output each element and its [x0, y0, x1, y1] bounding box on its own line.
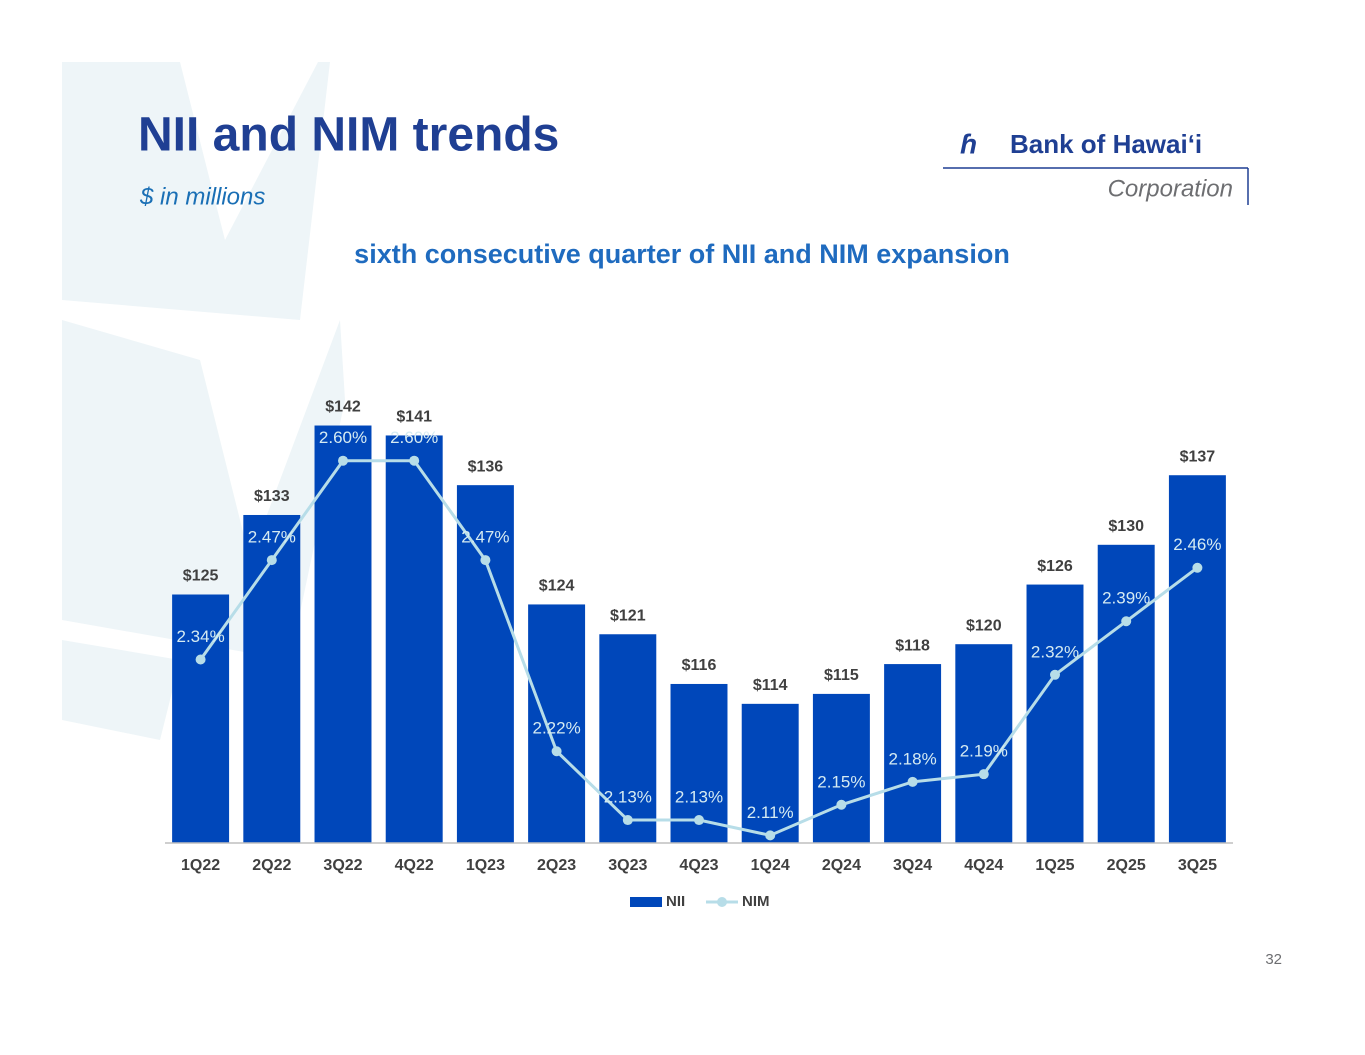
x-tick-label: 1Q25	[1035, 857, 1074, 874]
bar-value-label: $115	[824, 667, 859, 684]
x-tick-label: 3Q25	[1178, 857, 1217, 874]
nim-point	[765, 830, 776, 841]
x-tick-label: 1Q23	[466, 857, 505, 874]
line-value-label: 2.13%	[675, 788, 723, 807]
x-tick-label: 2Q23	[537, 857, 576, 874]
bar-value-label: $137	[1180, 448, 1216, 465]
logo-mark: ɦ	[960, 128, 977, 159]
line-value-label: 2.47%	[461, 528, 509, 547]
bar	[385, 435, 443, 843]
line-value-label: 2.19%	[960, 742, 1008, 761]
subtitle: $ in millions	[139, 183, 265, 210]
bar-value-label: $121	[610, 607, 646, 624]
x-tick-label: 3Q23	[608, 857, 647, 874]
bar	[172, 594, 230, 843]
line-value-label: 2.22%	[532, 719, 580, 738]
nim-point	[836, 799, 847, 810]
x-tick-label: 2Q22	[252, 857, 291, 874]
nim-point	[551, 746, 562, 757]
bar	[812, 693, 870, 843]
nim-point	[1192, 562, 1203, 573]
nim-point	[694, 815, 704, 826]
x-tick-label: 4Q22	[395, 857, 434, 874]
legend-swatch	[717, 897, 727, 907]
page-number: 32	[1265, 951, 1282, 968]
nim-point	[338, 455, 348, 466]
bar	[314, 425, 372, 843]
bar-value-label: $116	[682, 657, 717, 674]
bar-value-label: $130	[1108, 518, 1144, 535]
decor-shape	[62, 62, 330, 320]
x-tick-label: 4Q23	[679, 857, 718, 874]
nim-point	[266, 555, 277, 566]
legend-swatch	[630, 897, 662, 907]
line-value-label: 2.32%	[1031, 642, 1079, 661]
nim-point	[622, 815, 633, 826]
legend-label: NII	[666, 893, 685, 910]
bar	[741, 703, 799, 843]
nim-point	[978, 769, 989, 780]
line-value-label: 2.18%	[888, 749, 936, 768]
line-value-label: 2.39%	[1102, 589, 1150, 608]
x-tick-label: 2Q25	[1107, 857, 1146, 874]
bar-value-label: $125	[183, 568, 219, 585]
bar-value-label: $126	[1037, 558, 1073, 575]
line-value-label: 2.11%	[747, 803, 794, 822]
line-value-label: 2.47%	[248, 528, 296, 547]
x-tick-label: 4Q24	[964, 857, 1003, 874]
bar	[1168, 475, 1226, 843]
line-value-label: 2.46%	[1173, 535, 1221, 554]
line-value-label: 2.15%	[817, 772, 865, 791]
bar-value-label: $124	[539, 578, 575, 595]
x-tick-label: 1Q22	[181, 857, 220, 874]
nim-point	[907, 776, 918, 787]
line-value-label: 2.60%	[390, 428, 438, 447]
line-value-label: 2.34%	[176, 627, 224, 646]
logo-name: Bank of Hawaiʻi	[1010, 129, 1202, 159]
logo: ɦ Bank of Hawaiʻi Corporation	[943, 128, 1249, 205]
bar-value-label: $114	[753, 677, 788, 694]
legend-label: NIM	[742, 893, 770, 910]
line-value-label: 2.60%	[319, 428, 367, 447]
nim-point	[1050, 669, 1060, 680]
logo-subtitle: Corporation	[1108, 175, 1233, 202]
bar-value-label: $118	[895, 637, 930, 654]
bar-value-label: $120	[966, 617, 1002, 634]
nim-point	[195, 654, 206, 665]
bar	[599, 634, 657, 843]
bar-value-label: $136	[468, 458, 504, 475]
nim-point	[409, 455, 420, 466]
x-tick-label: 1Q24	[751, 857, 790, 874]
bar-value-label: $133	[254, 488, 290, 505]
x-tick-label: 3Q24	[893, 857, 932, 874]
bar	[1097, 544, 1155, 843]
bar	[243, 514, 301, 843]
bar	[528, 604, 586, 843]
line-value-label: 2.13%	[604, 788, 652, 807]
bar-value-label: $141	[396, 409, 432, 426]
nim-point	[1121, 616, 1132, 627]
decor-shape	[62, 640, 180, 740]
bar	[955, 644, 1013, 843]
nim-point	[480, 555, 491, 566]
x-tick-label: 3Q22	[323, 857, 362, 874]
bar	[884, 664, 942, 843]
bar	[1026, 584, 1084, 843]
slide-title: NII and NIM trends	[138, 109, 559, 162]
annotation: sixth consecutive quarter of NII and NIM…	[354, 239, 1010, 269]
x-tick-label: 2Q24	[822, 857, 861, 874]
bar-value-label: $142	[325, 399, 361, 416]
bar	[456, 485, 514, 843]
